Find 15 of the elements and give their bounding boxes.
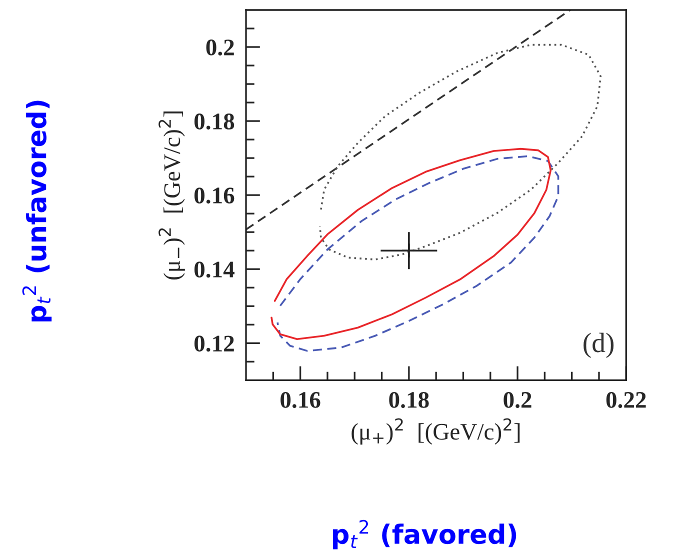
x-tick-label: 0.16 xyxy=(280,392,320,408)
y-tick-label: 0.12 xyxy=(194,336,234,352)
x-tick-label: 0.18 xyxy=(389,392,429,408)
y-tick-label: 0.2 xyxy=(206,40,234,56)
x-tick-label: 0.2 xyxy=(504,392,532,408)
y-axis-title: (μ$_{−}$)$^{2}$ [(GeV/c)$^{2}$] xyxy=(158,112,185,280)
y-tick-label: 0.18 xyxy=(194,114,234,130)
line-series xyxy=(318,44,602,260)
text: p$_{t}$$^{2}$ (favored) xyxy=(333,520,516,550)
y-tick-label: 0.14 xyxy=(194,262,234,278)
x-tick-label: 0.22 xyxy=(606,392,646,408)
annotation: (d) xyxy=(584,332,614,358)
x-axis-title: (μ$_{+}$)$^{2}$ [(GeV/c)$^{2}$] xyxy=(352,418,520,445)
text: p$_{t}$$^{2}$ (unfavored) xyxy=(22,100,52,322)
y-tick-label: 0.16 xyxy=(194,188,234,204)
